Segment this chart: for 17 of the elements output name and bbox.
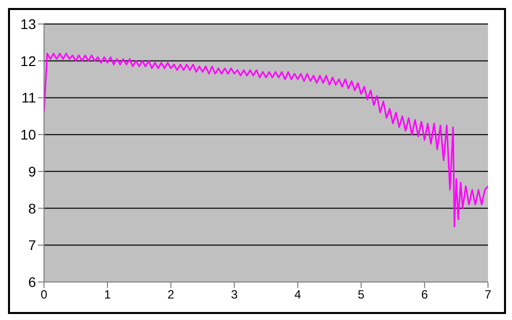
y-tick-label: 7 (28, 237, 36, 254)
line-series (44, 52, 488, 228)
x-tick-label: 6 (421, 288, 428, 302)
y-tick-label: 10 (20, 126, 36, 143)
x-tick-label: 3 (230, 288, 238, 302)
y-tick-label: 12 (20, 52, 36, 69)
y-tick-label: 13 (20, 16, 36, 32)
y-tick-label: 6 (28, 274, 36, 290)
y-tick-label: 8 (28, 200, 36, 216)
x-tick-label: 7 (484, 288, 492, 302)
x-tick-label: 1 (104, 288, 112, 302)
y-tick-label: 11 (21, 90, 36, 106)
x-tick-label: 5 (358, 288, 365, 302)
x-tick-label: 2 (168, 288, 175, 302)
x-tick-label: 0 (40, 288, 48, 302)
y-tick-label: 9 (28, 163, 36, 180)
x-tick-label: 4 (294, 288, 302, 302)
